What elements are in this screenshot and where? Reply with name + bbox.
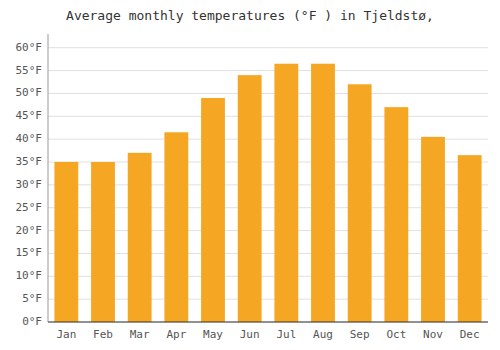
x-tick-label: Jan — [56, 328, 76, 341]
x-tick-label: May — [203, 328, 223, 341]
grid — [48, 48, 488, 322]
bar — [91, 162, 115, 322]
y-axis-line — [48, 34, 49, 322]
y-tick-label: 30°F — [16, 178, 43, 191]
y-tick-label: 50°F — [16, 86, 43, 99]
x-tick-label: Dec — [460, 328, 480, 341]
y-tick-label: 55°F — [16, 64, 43, 77]
y-tick-label: 5°F — [22, 292, 42, 305]
x-tick-label: Sep — [350, 328, 370, 341]
x-tick-label: Mar — [130, 328, 150, 341]
y-tick-label: 10°F — [16, 269, 43, 282]
y-tick-label: 15°F — [16, 246, 43, 259]
y-tick-label: 0°F — [22, 315, 42, 328]
bar — [421, 137, 445, 322]
x-tick-label: Feb — [93, 328, 113, 341]
y-axis: 0°F 5°F 10°F 15°F 20°F 25°F 30°F 35°F 40°F 45°F 50… — [16, 41, 43, 328]
x-tick-label: Apr — [166, 328, 186, 341]
x-tick-label: Aug — [313, 328, 333, 341]
y-tick-label: 40°F — [16, 132, 43, 145]
bar — [54, 162, 78, 322]
bars — [54, 64, 481, 322]
bar — [348, 84, 372, 322]
grid-line — [48, 70, 488, 71]
bar — [311, 64, 335, 322]
bar — [201, 98, 225, 322]
bar — [128, 153, 152, 322]
x-axis-line — [48, 322, 488, 323]
x-tick-label: Nov — [423, 328, 443, 341]
grid-line — [48, 322, 488, 323]
grid-line — [48, 47, 488, 48]
chart-title: Average monthly temperatures (°F ) in Tj… — [66, 8, 434, 23]
x-tick-label: Jun — [240, 328, 260, 341]
chart-container: 0°F 5°F 10°F 15°F 20°F 25°F 30°F 35°F 40°F 45°F 50… — [0, 0, 500, 350]
bar — [384, 107, 408, 322]
y-tick-label: 20°F — [16, 224, 43, 237]
y-tick-label: 25°F — [16, 201, 43, 214]
x-tick-label: Jul — [276, 328, 296, 341]
y-tick-label: 60°F — [16, 41, 43, 54]
bar — [274, 64, 298, 322]
bar — [238, 75, 262, 322]
x-axis: Jan Feb Mar Apr May Jun Jul Aug Sep Oct Nov Dec — [56, 328, 479, 341]
y-tick-label: 45°F — [16, 109, 43, 122]
bar — [164, 132, 188, 322]
bar — [458, 155, 482, 322]
grid-line — [48, 116, 488, 117]
chart-svg: 0°F 5°F 10°F 15°F 20°F 25°F 30°F 35°F 40°F 45°F 50… — [0, 0, 500, 350]
grid-line — [48, 93, 488, 94]
y-tick-label: 35°F — [16, 155, 43, 168]
x-tick-label: Oct — [386, 328, 406, 341]
